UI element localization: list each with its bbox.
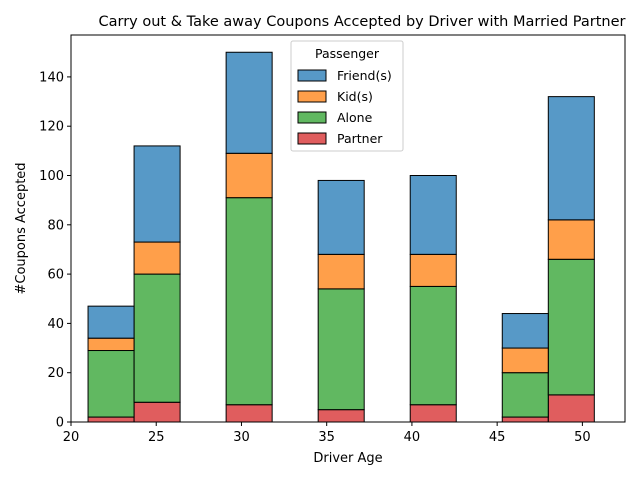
bar-friend-s-7 [409,175,457,255]
bar-partner-0 [87,416,135,423]
bar-friend-s-3 [225,51,273,154]
y-tick-label-0: 0 [56,416,64,431]
legend-label-partner: Partner [337,131,383,146]
y-ticks: 0 20 40 60 80 100 120 140 [39,70,71,431]
y-axis-label: #Coupons Accepted [14,162,29,294]
bar-friend-s-5 [317,179,365,255]
bar-kid-s-5 [317,253,365,290]
y-tick-label-100: 100 [39,169,64,184]
x-tick-label-45: 45 [489,430,506,445]
legend-title: Passenger [315,46,380,61]
x-tick-label-40: 40 [404,430,421,445]
bar-partner-1 [133,401,181,423]
legend-swatch-friend-s [297,69,327,82]
bar-kid-s-1 [133,241,181,275]
legend-label-friend-s: Friend(s) [337,68,392,83]
bar-alone-9 [501,372,549,418]
bar-kid-s-9 [501,347,549,374]
plot-frame [70,34,626,423]
bar-kid-s-10 [547,219,595,260]
bar-alone-5 [317,288,365,411]
bar-alone-0 [87,350,135,418]
y-tick-label-40: 40 [47,317,64,332]
y-tick-label-60: 60 [47,268,64,283]
bar-partner-7 [409,404,457,423]
legend-label-kid-s: Kid(s) [337,89,373,104]
legend: Passenger Friend(s) Kid(s) Alone Partner [290,40,404,152]
legend-swatch-alone [297,111,327,124]
bar-kid-s-3 [225,152,273,199]
bar-alone-10 [547,258,595,396]
chart-title: Carry out & Take away Coupons Accepted b… [99,14,626,30]
x-tick-label-25: 25 [148,430,165,445]
y-tick-label-120: 120 [39,120,64,135]
bar-partner-5 [317,409,365,423]
axes-layer [70,34,626,423]
bars-layer [87,51,595,423]
bar-partner-3 [225,404,273,423]
y-tick-label-80: 80 [47,218,64,233]
x-axis-label: Driver Age [313,451,382,466]
bar-alone-7 [409,285,457,406]
x-tick-label-35: 35 [318,430,335,445]
x-tick-label-20: 20 [63,430,80,445]
bar-alone-3 [225,197,273,406]
legend-label-alone: Alone [337,110,373,125]
bar-partner-10 [547,394,595,423]
bar-partner-9 [501,416,549,423]
bar-friend-s-0 [87,305,135,339]
y-tick-label-20: 20 [47,366,64,381]
bar-friend-s-9 [501,313,549,349]
y-tick-label-140: 140 [39,70,64,85]
legend-swatch-partner [297,132,327,145]
bar-kid-s-0 [87,337,135,352]
bar-friend-s-1 [133,145,181,243]
bar-alone-1 [133,273,181,403]
x-ticks: 20 25 30 35 40 45 50 [63,422,591,445]
bar-kid-s-7 [409,253,457,287]
bar-friend-s-10 [547,96,595,221]
legend-swatch-kid-s [297,90,327,103]
x-tick-label-50: 50 [574,430,591,445]
x-tick-label-30: 30 [233,430,250,445]
